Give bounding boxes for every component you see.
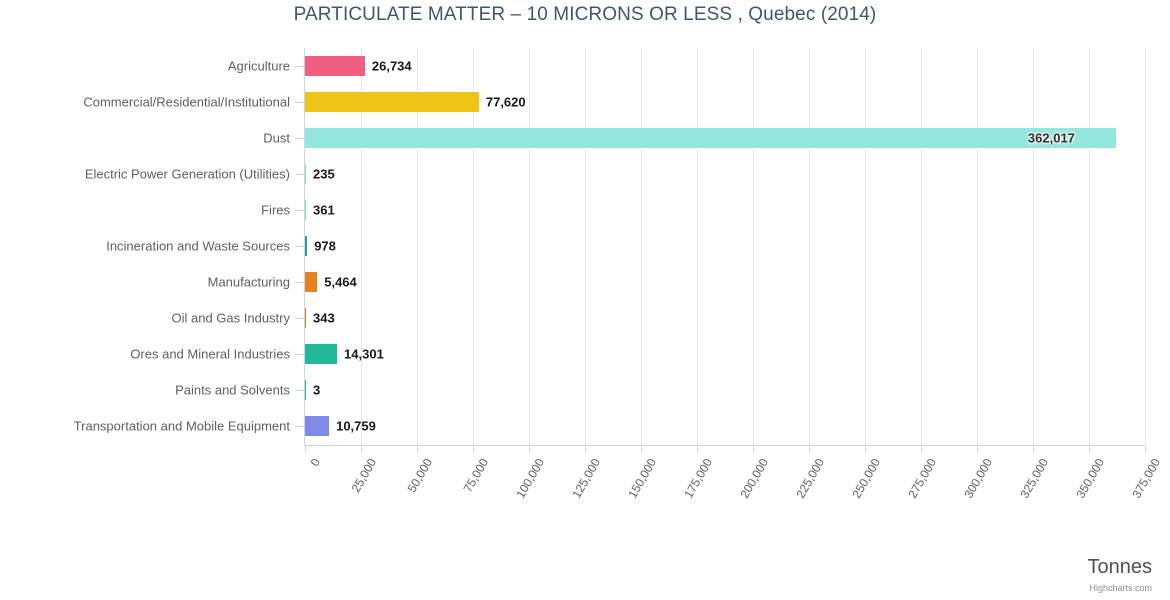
x-axis-tick xyxy=(585,446,586,452)
gridline xyxy=(1145,48,1146,445)
bar-row[interactable]: Commercial/Residential/Institutional 77,6… xyxy=(0,84,1170,120)
bar-value-label: 343 xyxy=(313,310,335,326)
category-label: Oil and Gas Industry xyxy=(171,310,291,326)
category-tick xyxy=(295,66,304,67)
x-axis-tick xyxy=(921,446,922,452)
x-axis-tick xyxy=(529,446,530,452)
category-label: Ores and Mineral Industries xyxy=(130,346,290,362)
category-tick xyxy=(295,282,304,283)
bar-value-label: 26,734 xyxy=(371,58,412,74)
bar[interactable] xyxy=(305,200,306,220)
x-axis-tick xyxy=(865,446,866,452)
bar-row[interactable]: Electric Power Generation (Utilities) 235 xyxy=(0,156,1170,192)
gridline xyxy=(921,48,922,445)
gridline xyxy=(697,48,698,445)
bar[interactable] xyxy=(305,272,318,292)
bar-row[interactable]: Ores and Mineral Industries 14,301 xyxy=(0,336,1170,372)
bar[interactable] xyxy=(305,92,479,112)
category-tick xyxy=(295,102,304,103)
category-label: Manufacturing xyxy=(207,274,290,290)
bar-row[interactable]: Dust 362,017 xyxy=(0,120,1170,156)
gridline xyxy=(809,48,810,445)
bar[interactable] xyxy=(305,164,306,184)
gridline xyxy=(977,48,978,445)
bar-row[interactable]: Manufacturing 5,464 xyxy=(0,264,1170,300)
x-axis-tick xyxy=(305,446,306,452)
category-label: Paints and Solvents xyxy=(175,382,290,398)
category-tick xyxy=(295,246,304,247)
category-tick xyxy=(295,354,304,355)
bar[interactable] xyxy=(305,56,365,76)
bar-value-label: 5,464 xyxy=(324,274,357,290)
bar-value-label: 362,017 xyxy=(1027,130,1075,146)
category-label: Incineration and Waste Sources xyxy=(106,238,290,254)
bar-value-label: 3 xyxy=(313,382,321,398)
credits-label: Highcharts.com xyxy=(1089,583,1152,593)
bar-row[interactable]: Oil and Gas Industry 343 xyxy=(0,300,1170,336)
bar-value-label: 14,301 xyxy=(344,346,384,362)
bar[interactable] xyxy=(305,128,1116,148)
bar-value-label: 77,620 xyxy=(485,94,526,110)
bar[interactable] xyxy=(305,236,308,256)
bar[interactable] xyxy=(305,416,330,436)
category-label: Electric Power Generation (Utilities) xyxy=(84,166,290,182)
category-tick xyxy=(295,426,304,427)
gridline xyxy=(865,48,866,445)
category-tick xyxy=(295,390,304,391)
gridline xyxy=(1033,48,1034,445)
chart-title: PARTICULATE MATTER – 10 MICRONS OR LESS … xyxy=(293,4,877,25)
bar-value-label: 361 xyxy=(313,202,335,218)
bar-value-label: 235 xyxy=(313,166,335,182)
gridline xyxy=(1089,48,1090,445)
x-axis-tick xyxy=(697,446,698,452)
x-axis-tick xyxy=(1033,446,1034,452)
bar-row[interactable]: Paints and Solvents 3 xyxy=(0,372,1170,408)
x-axis-tick xyxy=(417,446,418,452)
bar[interactable] xyxy=(305,344,338,364)
x-axis-tick xyxy=(809,446,810,452)
bar-row[interactable]: Transportation and Mobile Equipment 10,75… xyxy=(0,408,1170,444)
x-axis-tick xyxy=(753,446,754,452)
gridline xyxy=(753,48,754,445)
plot-area xyxy=(305,48,1146,445)
category-tick xyxy=(295,174,304,175)
x-axis-tick xyxy=(977,446,978,452)
x-axis-tick xyxy=(1089,446,1090,452)
category-tick xyxy=(295,318,304,319)
x-axis-line xyxy=(304,445,1145,446)
bar[interactable] xyxy=(305,308,306,328)
bar-value-label: 10,759 xyxy=(336,418,376,434)
x-axis-tick xyxy=(641,446,642,452)
bar-row[interactable]: Incineration and Waste Sources 978 xyxy=(0,228,1170,264)
x-axis-title: Tonnes xyxy=(1087,556,1153,578)
gridline xyxy=(529,48,530,445)
y-axis-line xyxy=(304,48,305,445)
bar-value-label: 978 xyxy=(314,238,336,254)
gridline xyxy=(473,48,474,445)
x-axis-tick xyxy=(361,446,362,452)
category-label: Commercial/Residential/Institutional xyxy=(83,94,290,110)
gridline xyxy=(641,48,642,445)
category-label: Dust xyxy=(263,130,290,146)
gridline xyxy=(361,48,362,445)
x-axis-tick xyxy=(473,446,474,452)
gridline xyxy=(417,48,418,445)
category-tick xyxy=(295,138,304,139)
category-tick xyxy=(295,210,304,211)
category-label: Fires xyxy=(261,202,290,218)
x-axis-tick xyxy=(1145,446,1146,452)
bar-row[interactable]: Agriculture 26,734 xyxy=(0,48,1170,84)
category-label: Transportation and Mobile Equipment xyxy=(73,418,290,434)
bar[interactable] xyxy=(305,380,306,400)
gridline xyxy=(585,48,586,445)
category-label: Agriculture xyxy=(227,58,290,74)
bar-row[interactable]: Fires 361 xyxy=(0,192,1170,228)
